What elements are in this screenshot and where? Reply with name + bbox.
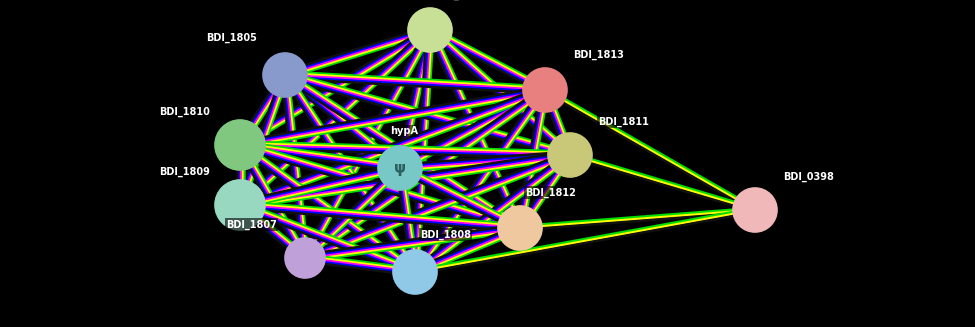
- Text: ψ: ψ: [394, 161, 406, 176]
- Circle shape: [733, 188, 777, 232]
- Circle shape: [215, 180, 265, 230]
- Circle shape: [285, 238, 325, 278]
- Text: BDI_1811: BDI_1811: [598, 117, 649, 127]
- Text: BDI_1813: BDI_1813: [573, 50, 624, 60]
- Text: BDI_1807: BDI_1807: [226, 220, 277, 230]
- Circle shape: [498, 206, 542, 250]
- Circle shape: [263, 53, 307, 97]
- Text: BDI_1808: BDI_1808: [420, 230, 471, 240]
- Circle shape: [408, 8, 452, 52]
- Circle shape: [215, 120, 265, 170]
- Text: BDI_1810: BDI_1810: [159, 107, 210, 117]
- Text: hypA: hypA: [390, 126, 418, 136]
- Text: BDI_1805: BDI_1805: [206, 33, 257, 43]
- Text: BDI_1812: BDI_1812: [525, 188, 576, 198]
- Circle shape: [523, 68, 567, 112]
- Text: BDI_1809: BDI_1809: [159, 167, 210, 177]
- Circle shape: [548, 133, 592, 177]
- Circle shape: [393, 250, 437, 294]
- Circle shape: [378, 146, 422, 190]
- Text: BDI_0398: BDI_0398: [783, 172, 834, 182]
